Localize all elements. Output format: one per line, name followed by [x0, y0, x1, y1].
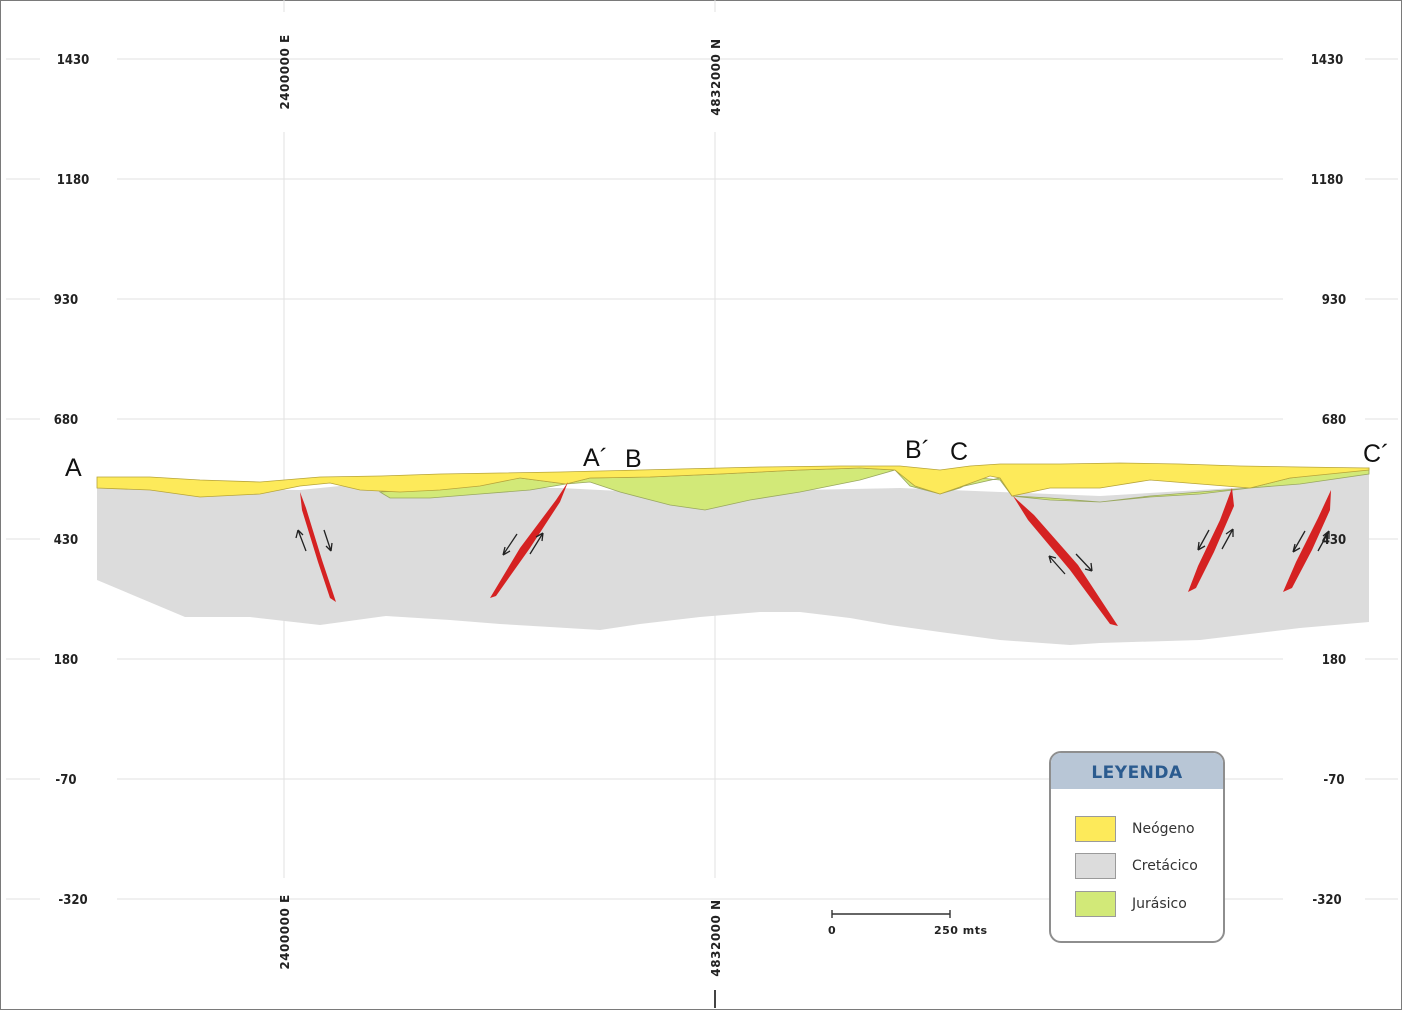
elevation-label: -70 — [1323, 773, 1344, 788]
elevation-label: 1180 — [57, 173, 90, 188]
point-label-c: C — [950, 438, 968, 466]
scale-end-label: 250 mts — [934, 924, 988, 937]
point-label-a-prime: A´ — [583, 444, 608, 472]
legend-item-jurasico: Jurásico — [1075, 891, 1187, 917]
elevation-label: 930 — [1322, 293, 1346, 308]
easting-label-top: 2400000 E — [278, 34, 292, 109]
elevation-labels-right: 1430 1180 930 680 430 180 -70 -320 — [1311, 53, 1346, 908]
legend-swatch — [1075, 891, 1116, 917]
fault-3 — [1013, 496, 1118, 626]
faults — [300, 482, 1331, 626]
elevation-label: 430 — [54, 533, 78, 548]
legend-title: LEYENDA — [1051, 753, 1223, 789]
cretacico-layer — [97, 474, 1369, 645]
legend-swatch — [1075, 816, 1116, 842]
scale-start-label: 0 — [828, 924, 836, 937]
easting-label-bottom: 2400000 E — [278, 894, 292, 969]
fault-1 — [300, 492, 336, 602]
coordinate-gridlines — [283, 0, 716, 878]
neogeno-layer — [96, 462, 1370, 498]
elevation-label: -320 — [1312, 893, 1341, 908]
legend-item-cretacico: Cretácico — [1075, 853, 1198, 879]
elevation-label: 680 — [54, 413, 78, 428]
northing-label-bottom: 4832000 N — [709, 899, 723, 976]
legend: LEYENDA Neógeno Cretácico Jurásico — [1049, 751, 1225, 943]
elevation-label: 1430 — [1311, 53, 1344, 68]
elevation-label: -320 — [58, 893, 87, 908]
legend-label: Jurásico — [1132, 896, 1187, 912]
northing-label-top: 4832000 N — [709, 38, 723, 115]
elevation-label: 430 — [1322, 533, 1346, 548]
legend-item-neogeno: Neógeno — [1075, 816, 1195, 842]
elevation-labels-left: 1430 1180 930 680 430 180 -70 -320 — [54, 53, 89, 908]
fault-5 — [1283, 490, 1331, 592]
scale-bar: 0 250 mts — [828, 910, 988, 937]
elevation-label: 680 — [1322, 413, 1346, 428]
legend-label: Neógeno — [1132, 821, 1195, 837]
elevation-label: 1430 — [57, 53, 90, 68]
legend-swatch — [1075, 853, 1116, 879]
fault-arrows — [295, 528, 1330, 575]
elevation-label: 180 — [1322, 653, 1346, 668]
elevation-label: 930 — [54, 293, 78, 308]
fault-4 — [1188, 488, 1234, 592]
point-label-c-prime: C´ — [1363, 440, 1389, 468]
point-label-a: A — [65, 454, 82, 482]
elevation-label: 180 — [54, 653, 78, 668]
point-label-b: B — [625, 445, 642, 473]
elevation-label: 1180 — [1311, 173, 1344, 188]
elevation-label: -70 — [55, 773, 76, 788]
legend-label: Cretácico — [1132, 858, 1198, 874]
point-label-b-prime: B´ — [905, 436, 930, 464]
fault-2 — [490, 482, 568, 598]
